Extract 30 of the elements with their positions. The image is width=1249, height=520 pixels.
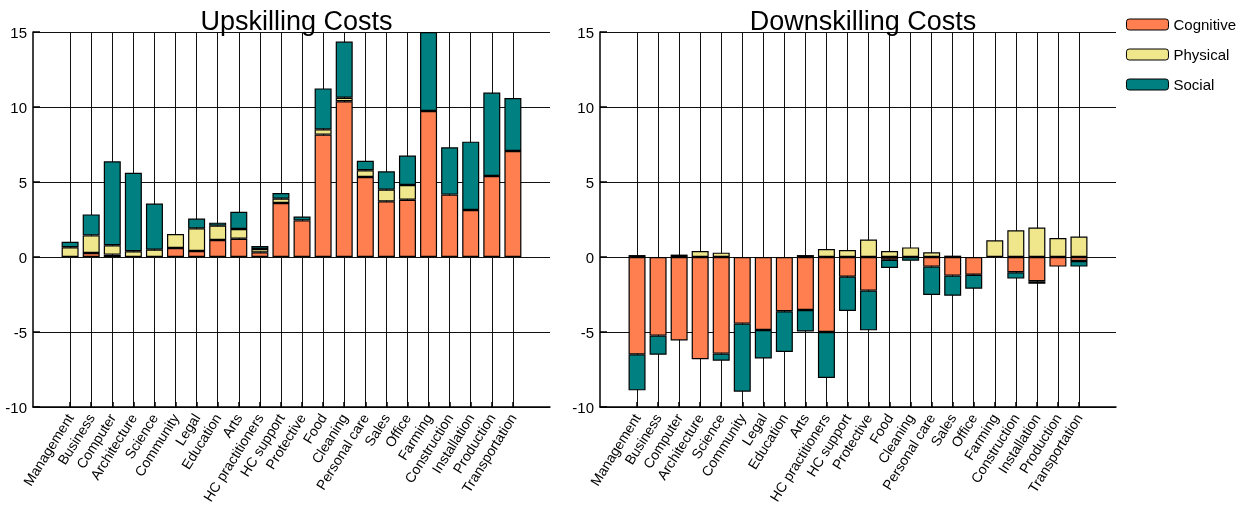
bar — [272, 192, 290, 199]
bar — [272, 203, 290, 257]
bar — [670, 257, 688, 341]
y-tick-label: 0 — [585, 248, 594, 266]
y-tick-label: -10 — [5, 398, 27, 416]
bar — [335, 41, 353, 98]
y-tick-label: -5 — [13, 323, 27, 341]
legend-label: Physical — [1173, 46, 1230, 63]
y-tick-label: 5 — [585, 173, 594, 191]
bar — [902, 247, 920, 257]
bar — [1070, 261, 1088, 267]
bar — [251, 252, 269, 257]
bar — [335, 101, 353, 257]
y-tick-label: 15 — [577, 23, 594, 41]
bar — [293, 220, 311, 257]
y-tick-label: 10 — [577, 98, 594, 116]
y-tick-label: 0 — [18, 248, 27, 266]
y-tick-label: 15 — [10, 23, 27, 41]
y-tick-label: 10 — [10, 98, 27, 116]
legend-label: Cognitive — [1173, 16, 1237, 33]
chart-title: Downskilling Costs — [749, 5, 977, 36]
y-tick-label: 5 — [18, 173, 27, 191]
bar — [881, 259, 899, 268]
chart-title: Upskilling Costs — [200, 5, 393, 36]
y-tick-label: -10 — [572, 398, 594, 416]
bar — [881, 251, 899, 257]
bar — [986, 240, 1004, 257]
legend-label: Social — [1173, 76, 1215, 93]
bar — [1070, 236, 1088, 257]
y-tick-label: -5 — [580, 323, 594, 341]
